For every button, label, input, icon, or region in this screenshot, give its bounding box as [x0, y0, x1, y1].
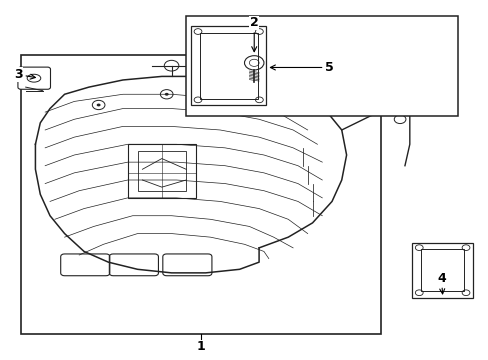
Bar — [186, 16, 458, 116]
Circle shape — [164, 93, 168, 96]
Text: 4: 4 — [436, 272, 445, 294]
Circle shape — [232, 93, 236, 96]
Polygon shape — [35, 76, 346, 273]
Bar — [411, 243, 472, 298]
Bar — [191, 26, 266, 105]
Text: 5: 5 — [270, 61, 333, 74]
Bar — [137, 152, 186, 191]
Text: 3: 3 — [14, 68, 35, 81]
FancyBboxPatch shape — [18, 67, 50, 89]
Bar — [21, 55, 380, 334]
Bar — [200, 33, 257, 99]
Text: 1: 1 — [196, 339, 204, 352]
Bar — [420, 249, 463, 292]
Bar — [186, 16, 458, 116]
Text: 2: 2 — [249, 16, 258, 52]
Circle shape — [97, 104, 101, 107]
Bar — [127, 144, 196, 198]
